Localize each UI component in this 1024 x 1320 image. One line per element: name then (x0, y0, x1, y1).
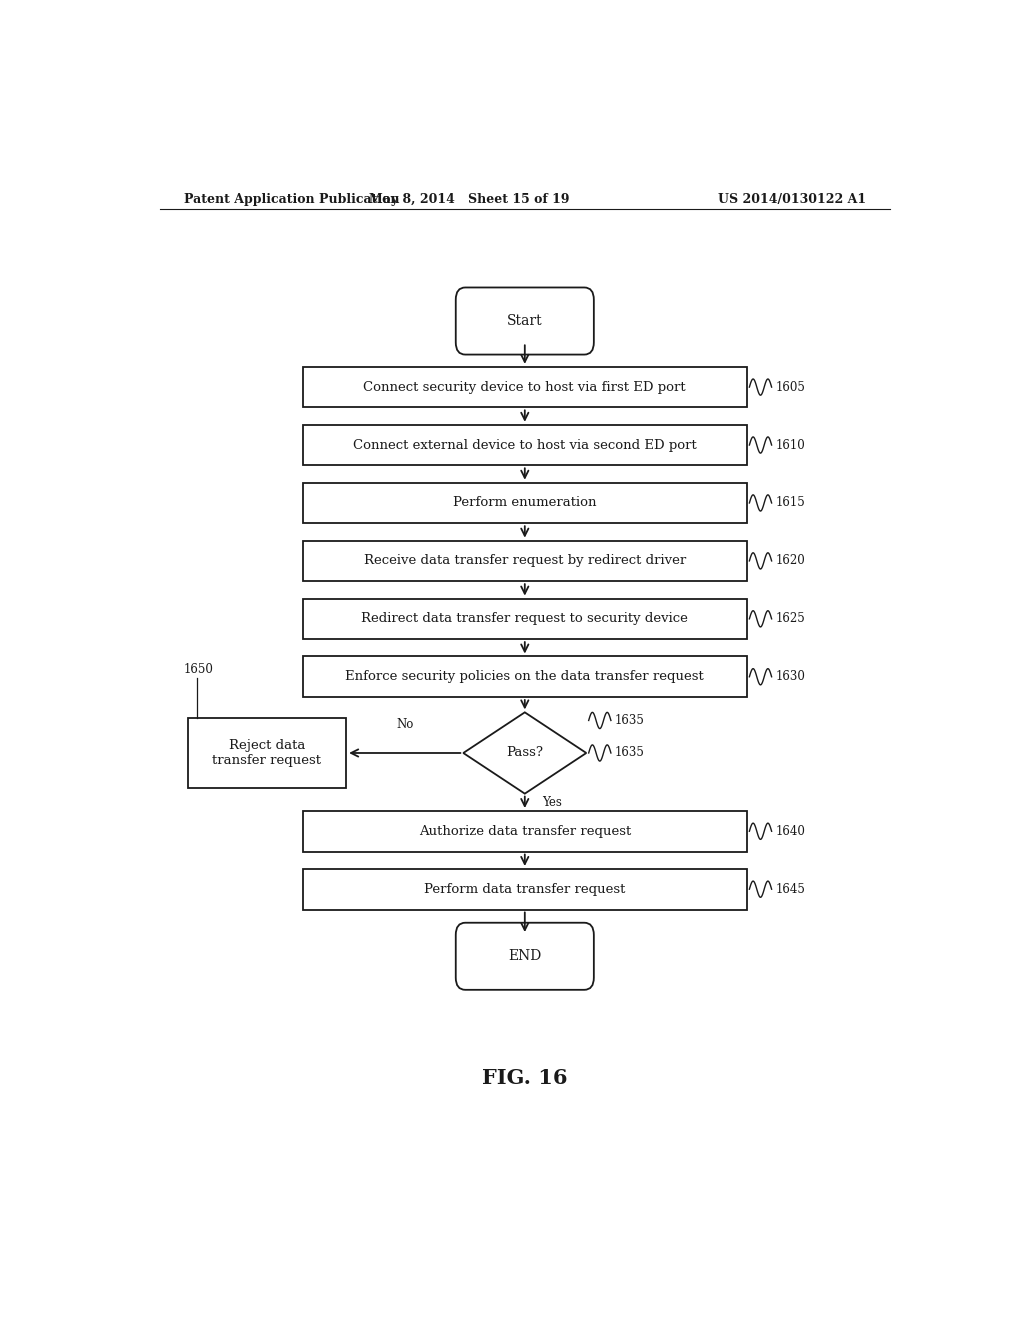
Text: Redirect data transfer request to security device: Redirect data transfer request to securi… (361, 612, 688, 626)
Text: Yes: Yes (543, 796, 562, 809)
Text: 1645: 1645 (775, 883, 806, 896)
Text: No: No (396, 718, 414, 731)
Text: Perform data transfer request: Perform data transfer request (424, 883, 626, 896)
Text: 1620: 1620 (775, 554, 805, 568)
Text: Start: Start (507, 314, 543, 329)
Bar (303, 598, 748, 639)
Text: Authorize data transfer request: Authorize data transfer request (419, 825, 631, 838)
Text: Connect external device to host via second ED port: Connect external device to host via seco… (353, 438, 696, 451)
Polygon shape (463, 713, 587, 793)
Text: 1640: 1640 (775, 825, 806, 838)
Text: 1625: 1625 (775, 612, 805, 626)
Text: Enforce security policies on the data transfer request: Enforce security policies on the data tr… (345, 671, 705, 684)
Text: 1635: 1635 (614, 714, 645, 727)
Text: Connect security device to host via first ED port: Connect security device to host via firs… (364, 380, 686, 393)
Text: Patent Application Publication: Patent Application Publication (183, 193, 399, 206)
Text: US 2014/0130122 A1: US 2014/0130122 A1 (718, 193, 866, 206)
Text: Receive data transfer request by redirect driver: Receive data transfer request by redirec… (364, 554, 686, 568)
FancyBboxPatch shape (456, 923, 594, 990)
Text: 1610: 1610 (775, 438, 805, 451)
Bar (187, 718, 346, 788)
Bar (303, 425, 748, 466)
Bar (303, 656, 748, 697)
Text: 1605: 1605 (775, 380, 806, 393)
Text: Reject data
transfer request: Reject data transfer request (212, 739, 322, 767)
Text: END: END (508, 949, 542, 964)
Text: Pass?: Pass? (506, 747, 544, 759)
Text: 1650: 1650 (183, 663, 213, 676)
Text: 1630: 1630 (775, 671, 806, 684)
Text: 1635: 1635 (614, 747, 645, 759)
Text: 1615: 1615 (775, 496, 805, 510)
Bar (303, 367, 748, 408)
Text: Perform enumeration: Perform enumeration (453, 496, 597, 510)
Text: May 8, 2014   Sheet 15 of 19: May 8, 2014 Sheet 15 of 19 (369, 193, 569, 206)
Bar (303, 810, 748, 851)
Bar (303, 869, 748, 909)
Bar (303, 483, 748, 523)
FancyBboxPatch shape (456, 288, 594, 355)
Text: FIG. 16: FIG. 16 (482, 1068, 567, 1088)
Bar (303, 541, 748, 581)
